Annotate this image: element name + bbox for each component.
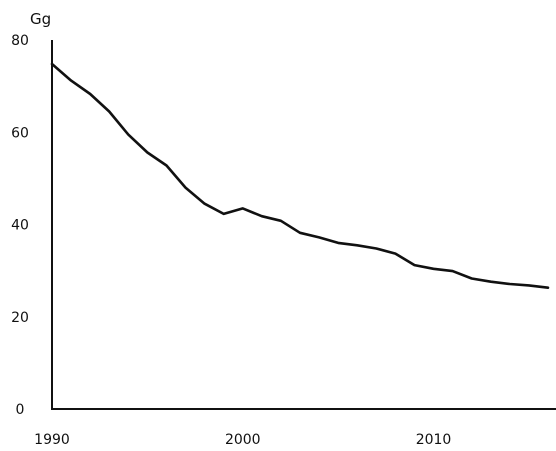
y-axis-unit-label: Gg — [30, 10, 51, 28]
y-tick-label: 0 — [16, 402, 25, 418]
y-axis-tick-labels: 0 20 40 60 80 — [11, 33, 29, 418]
y-tick-label: 80 — [11, 33, 29, 49]
series-line — [50, 62, 550, 290]
x-tick-label: 2000 — [225, 432, 261, 448]
y-tick-label: 60 — [11, 125, 29, 141]
x-tick-label: 1990 — [34, 432, 70, 448]
y-tick-label: 40 — [11, 218, 29, 234]
x-tick-label: 2010 — [416, 432, 452, 448]
y-tick-label: 20 — [11, 310, 29, 326]
series-layer — [50, 62, 550, 290]
x-axis-tick-labels: 1990 2000 2010 — [34, 432, 451, 448]
